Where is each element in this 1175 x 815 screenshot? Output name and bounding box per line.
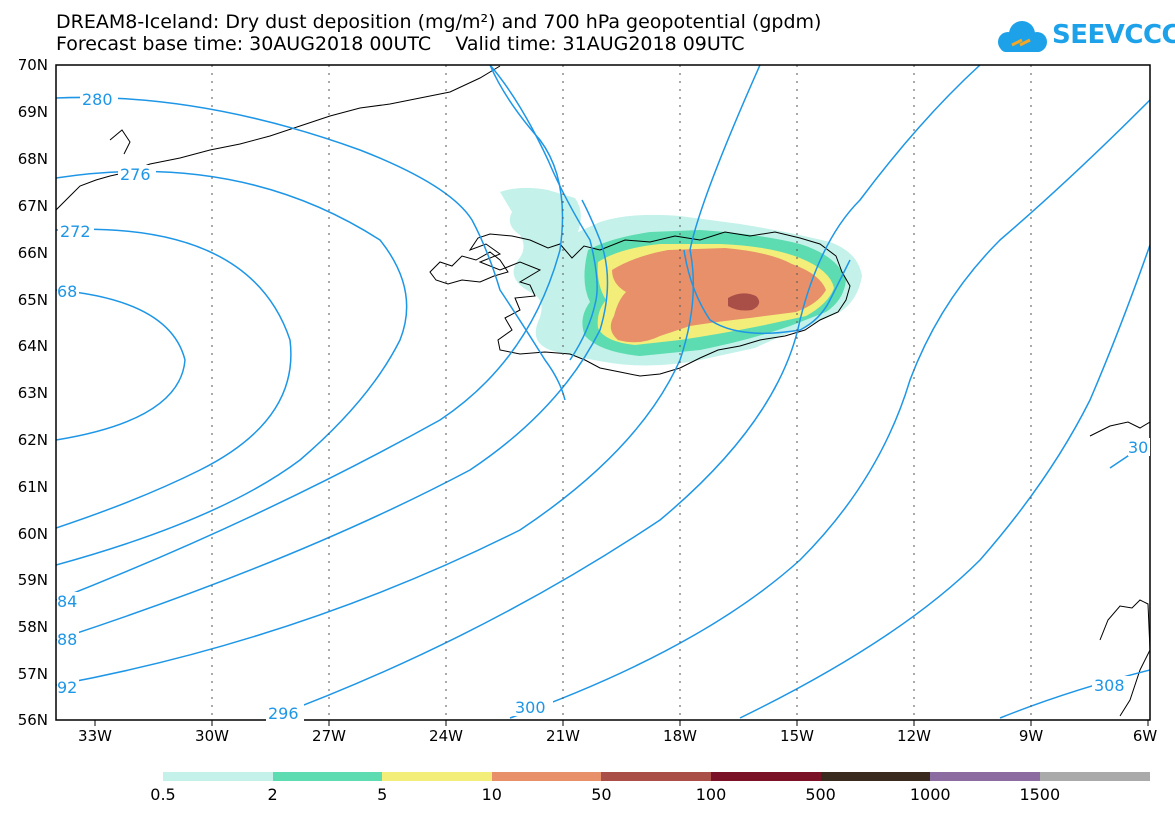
greenland-coastline (56, 65, 501, 211)
contour-label-292: 92 (57, 678, 77, 697)
lat-label: 67N (17, 197, 48, 215)
lat-label: 69N (17, 103, 48, 121)
contour-label-276: 276 (120, 165, 151, 184)
contour-276 (56, 170, 408, 566)
lon-label: 33W (78, 727, 112, 745)
colorbar-label: 10 (481, 785, 502, 804)
lat-label: 62N (17, 431, 48, 449)
dust-area-high (610, 248, 826, 343)
colorbar-swatch (163, 772, 274, 781)
axis-ticks (94, 720, 1149, 726)
cloud-icon (998, 21, 1047, 52)
contour-label-30: 30 (1128, 438, 1148, 457)
lat-label: 56N (17, 711, 48, 729)
contour-288 (56, 199, 609, 641)
graticule (211, 65, 1032, 720)
lon-label: 15W (780, 727, 814, 745)
lat-label: 59N (17, 571, 48, 589)
lat-label: 57N (17, 665, 48, 683)
colorbar-swatch (930, 772, 1041, 781)
colorbar-label: 100 (695, 785, 727, 804)
dust-deposition-field (500, 187, 862, 366)
map-frame (55, 64, 1151, 721)
coastlines (56, 65, 1150, 717)
lon-label: 24W (429, 727, 463, 745)
contour-label-284: 84 (57, 592, 77, 611)
contour-296 (269, 65, 981, 719)
contour-label-268: 68 (57, 282, 77, 301)
contour-label-296: 296 (268, 704, 299, 723)
dust-area-very-high (728, 293, 760, 311)
lat-label: 68N (17, 150, 48, 168)
colorbar-label: 0.5 (150, 785, 176, 804)
contour-label-288: 88 (57, 630, 77, 649)
lat-label: 70N (17, 56, 48, 74)
colorbar-label: 1500 (1019, 785, 1061, 804)
colorbar-label: 50 (591, 785, 612, 804)
contour-304 (739, 244, 1150, 719)
lon-label: 18W (663, 727, 697, 745)
colorbar-label: 2 (267, 785, 278, 804)
colorbar-swatch (711, 772, 822, 781)
norway-coastline-2 (1099, 599, 1150, 717)
contour-label-272: 272 (60, 222, 91, 241)
lat-label: 61N (17, 478, 48, 496)
lon-label: 27W (312, 727, 346, 745)
contour-label-280: 280 (82, 90, 113, 109)
contour-meridional-b (683, 249, 851, 335)
chart-title: DREAM8-Iceland: Dry dust deposition (mg/… (56, 11, 822, 33)
colorbar-swatch (1039, 772, 1150, 781)
lat-label: 66N (17, 244, 48, 262)
colorbar-swatch (820, 772, 931, 781)
iceland-coastline (468, 231, 851, 377)
contour-292 (56, 65, 761, 686)
contour-272 (56, 228, 292, 529)
contour-300 (509, 99, 1150, 719)
contour-284 (56, 65, 564, 601)
contour-meridional-a (489, 65, 598, 361)
colorbar-label: 5 (377, 785, 388, 804)
contour-label-308: 308 (1094, 676, 1125, 695)
norway-coastline (1089, 421, 1150, 437)
contour-268 (56, 289, 186, 441)
greenland-fjord-1 (109, 129, 131, 155)
contour-280 (56, 96, 566, 401)
contour-label-300: 300 (515, 698, 546, 717)
westfjords-coastline (429, 251, 509, 285)
lat-label: 60N (17, 525, 48, 543)
lon-label: 12W (897, 727, 931, 745)
lat-label: 58N (17, 618, 48, 636)
colorbar-label: 500 (805, 785, 836, 804)
colorbar-label: 1000 (909, 785, 951, 804)
colorbar-swatch (601, 772, 712, 781)
lon-label: 6W (1132, 727, 1158, 745)
chart-subtitle: Forecast base time: 30AUG2018 00UTC Vali… (56, 33, 745, 55)
contour-labels: 280 276 272 68 84 88 92 296 300 308 30 (57, 90, 1150, 723)
lon-label: 9W (1018, 727, 1044, 745)
lat-label: 63N (17, 384, 48, 402)
colorbar-swatch (272, 772, 383, 781)
geopotential-contours (56, 65, 1150, 719)
lon-label: 30W (195, 727, 229, 745)
lon-label: 21W (546, 727, 580, 745)
contour-308 (999, 669, 1150, 719)
seevccc-logo: SEEVCCC (1052, 20, 1175, 50)
lat-label: 64N (17, 337, 48, 355)
colorbar-swatch (491, 772, 602, 781)
lat-label: 65N (17, 291, 48, 309)
colorbar-swatch (382, 772, 493, 781)
